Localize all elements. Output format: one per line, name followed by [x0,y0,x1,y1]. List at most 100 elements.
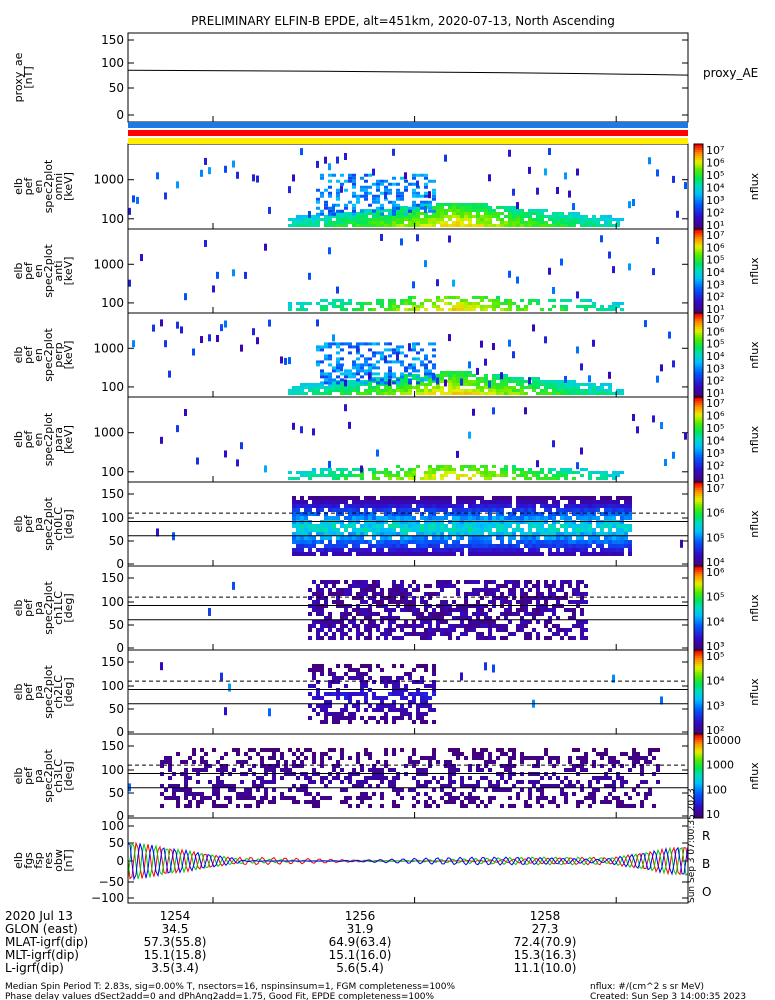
spectrogram-cell [344,477,348,480]
colorbar-segment [694,261,703,263]
spectrogram-cell [412,668,416,672]
spectrogram-cell [504,524,508,528]
spectrogram-cell [328,381,332,385]
spectrogram-cell [484,662,487,671]
spectrogram-cell [404,500,408,504]
spectrogram-cell [580,383,584,386]
spectrogram-cell [592,788,596,792]
spectrogram-cell [616,305,620,308]
spectrogram-cell [328,460,331,468]
spectrogram-cell [576,389,580,392]
spectrogram-cell [428,804,432,808]
spectrogram-cell [580,548,584,552]
spectrogram-cell [380,772,384,776]
spectrogram-cell [532,471,536,474]
spectrogram-cell [476,212,480,215]
spectrogram-cell [520,540,524,544]
spectrogram-cell [300,540,304,544]
spectrogram-cell [480,215,484,218]
spectrogram-cell [220,768,224,772]
colorbar-segment [694,192,703,194]
spectrogram-cell [380,668,384,672]
spectrogram-cell [356,804,360,808]
spectrogram-cell [204,752,208,756]
spectrogram-cell [564,532,568,536]
spectrogram-cell [380,209,384,212]
spectrogram-cell [388,536,392,540]
spectrogram-cell [452,524,456,528]
spectrogram-cell [568,218,572,221]
spectrogram-cell [368,548,372,552]
colorbar-segment [694,726,703,728]
spectrogram-cell [416,536,420,540]
spectrogram-cell [604,496,608,500]
spectrogram-cell [532,512,536,516]
spectrogram-cell [340,221,344,224]
spectrogram-cell [524,532,528,536]
spectrogram-cell [316,360,320,364]
spectrogram-cell [460,616,464,620]
spectrogram-cell [500,772,504,776]
spectrogram-cell [348,375,352,379]
spectrogram-cell [540,221,544,224]
colorbar-segment [694,180,703,182]
spectrogram-cell [348,720,352,724]
spectrogram-cell [160,792,164,796]
spectrogram-cell [316,504,320,508]
spectrogram-cell [248,788,252,792]
spectrogram-cell [420,504,424,508]
spectrogram-cell [408,520,412,524]
panel-pef_pa_spec2plot_ch3LC: elbpefpaspec2plotch3LC[deg]1501005001000… [12,733,761,823]
spectrogram-cell [352,540,356,544]
spectrogram-cell [248,768,252,772]
spectrogram-cell [504,500,508,504]
colorbar-segment [694,618,703,620]
spectrogram-cell [508,540,512,544]
spectrogram-cell [216,780,220,784]
spectrogram-cell [308,588,312,592]
spectrogram-cell [508,299,512,302]
spectrogram-cell [652,268,655,276]
spectrogram-cell [404,206,408,209]
spectrogram-cell [560,580,564,584]
spectrogram-cell [328,796,332,800]
spectrogram-cell [516,552,520,556]
spectrogram-cell [468,620,472,624]
spectrogram-cell [472,224,476,227]
spectrogram-cell [240,792,244,796]
spectrogram-cell [348,620,352,624]
spectrogram-cell [332,676,336,680]
spectrogram-cell [340,604,344,608]
spectrogram-cell [400,528,404,532]
spectrogram-cell [468,508,472,512]
spectrogram-cell [396,680,400,684]
spectrogram-cell [404,600,408,604]
spectrogram-cell [536,544,540,548]
spectrogram-cell [392,664,396,668]
y-tick-label: 100 [101,465,124,479]
spectrogram-cell [364,692,368,696]
spectrogram-cell [544,389,548,392]
spectrogram-cell [328,592,332,596]
spectrogram-cell [352,224,356,227]
spectrogram-cell [412,796,416,800]
colorbar-segment [694,375,703,377]
spectrogram-cell [328,224,332,227]
spectrogram-cell [368,756,372,760]
spectrogram-cell [300,788,304,792]
spectrogram-cell [356,636,360,640]
spectrogram-cell [476,520,480,524]
spectrogram-cell [540,520,544,524]
spectrogram-cell [428,552,432,556]
spectrogram-cell [428,389,432,392]
spectrogram-cell [408,296,412,299]
spectrogram-cell [548,756,552,760]
spectrogram-cell [552,212,556,215]
spectrogram-cell [328,375,332,379]
spectrogram-cell [392,552,396,556]
spectrogram-cell [576,471,580,474]
spectrogram-cell [528,588,532,592]
spectrogram-cell [396,524,400,528]
spectrogram-cell [536,377,540,380]
spectrogram-cell [428,218,432,221]
